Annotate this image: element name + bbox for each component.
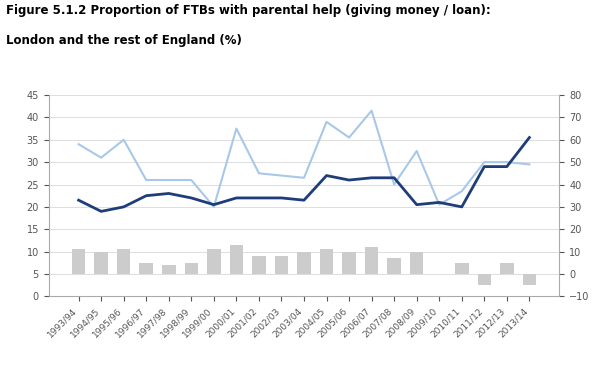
Bar (410, 252, 423, 274)
Bar (230, 245, 243, 274)
Bar (297, 252, 311, 274)
Bar (72, 249, 85, 274)
Bar (500, 263, 514, 274)
Bar (185, 263, 198, 274)
Bar (387, 258, 401, 274)
Bar (162, 265, 176, 274)
Bar (365, 247, 378, 274)
Bar (252, 256, 266, 274)
Bar (320, 249, 333, 274)
Text: Figure 5.1.2 Proportion of FTBs with parental help (giving money / loan):: Figure 5.1.2 Proportion of FTBs with par… (6, 4, 491, 17)
Bar (94, 252, 108, 274)
Bar (117, 249, 131, 274)
Bar (455, 263, 469, 274)
Bar (275, 256, 288, 274)
Bar (477, 274, 491, 285)
Bar (139, 263, 153, 274)
Bar (342, 252, 356, 274)
Bar (207, 249, 221, 274)
Text: London and the rest of England (%): London and the rest of England (%) (6, 34, 242, 47)
Bar (523, 274, 536, 285)
